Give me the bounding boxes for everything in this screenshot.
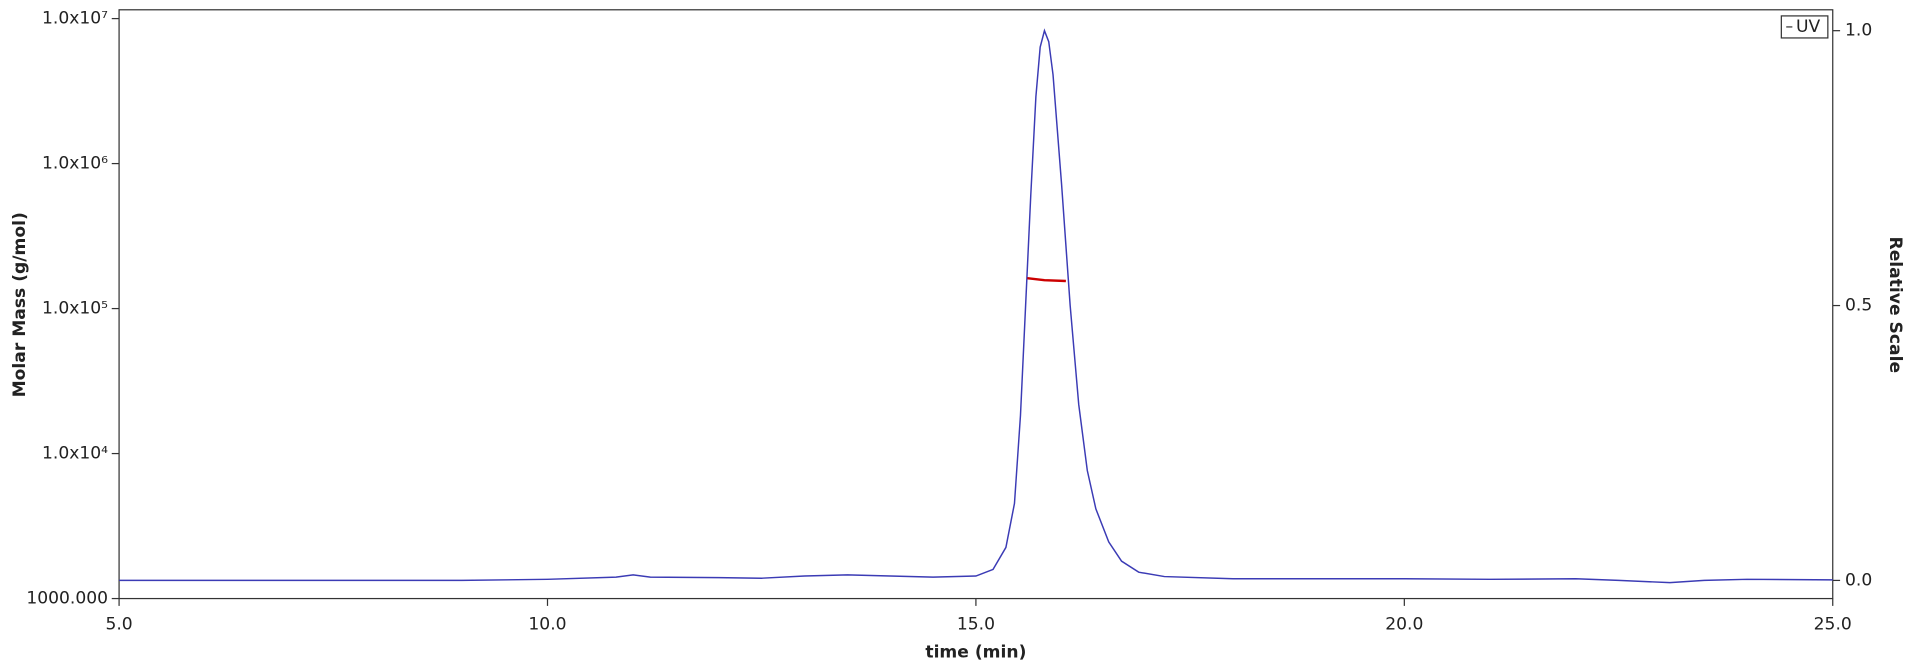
plot-frame <box>118 9 1834 600</box>
y2-axis-title: Relative Scale <box>1885 237 1905 374</box>
y2-tick-label: 0.5 <box>1845 296 1872 316</box>
y-tick-label: 1.0x10⁶ <box>42 154 108 174</box>
legend-box <box>1780 15 1829 39</box>
y-tick-label: 1.0x10⁷ <box>42 9 108 29</box>
data-line <box>119 28 1833 584</box>
y-tick-label: 1.0x10⁴ <box>42 444 108 464</box>
y2-tick-label: 1.0 <box>1845 21 1872 41</box>
data-line <box>1027 276 1066 283</box>
legend-label: UV <box>1796 17 1821 37</box>
y-tick-label: 1.0x10⁵ <box>42 299 108 319</box>
x-tick-label: 5.0 <box>105 614 132 634</box>
x-tick-label: 20.0 <box>1385 614 1423 634</box>
x-tick-label: 15.0 <box>957 614 995 634</box>
y-tick-label: 1000.000 <box>26 589 108 609</box>
y-axis-title: Molar Mass (g/mol) <box>10 212 30 397</box>
y2-tick-label: 0.0 <box>1845 570 1872 590</box>
x-tick-label: 10.0 <box>528 614 566 634</box>
x-tick-label: 25.0 <box>1814 614 1852 634</box>
x-axis-title: time (min) <box>925 642 1026 662</box>
